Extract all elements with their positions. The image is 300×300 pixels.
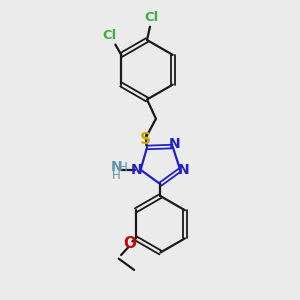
Text: O: O <box>124 236 136 251</box>
Text: N: N <box>131 163 142 177</box>
Text: S: S <box>140 132 151 147</box>
Text: N: N <box>168 136 180 151</box>
Text: H: H <box>119 161 128 174</box>
Text: H: H <box>112 169 121 182</box>
Text: Cl: Cl <box>102 28 116 41</box>
Text: N: N <box>178 163 190 177</box>
Text: Cl: Cl <box>144 11 159 24</box>
Text: N: N <box>110 160 122 174</box>
